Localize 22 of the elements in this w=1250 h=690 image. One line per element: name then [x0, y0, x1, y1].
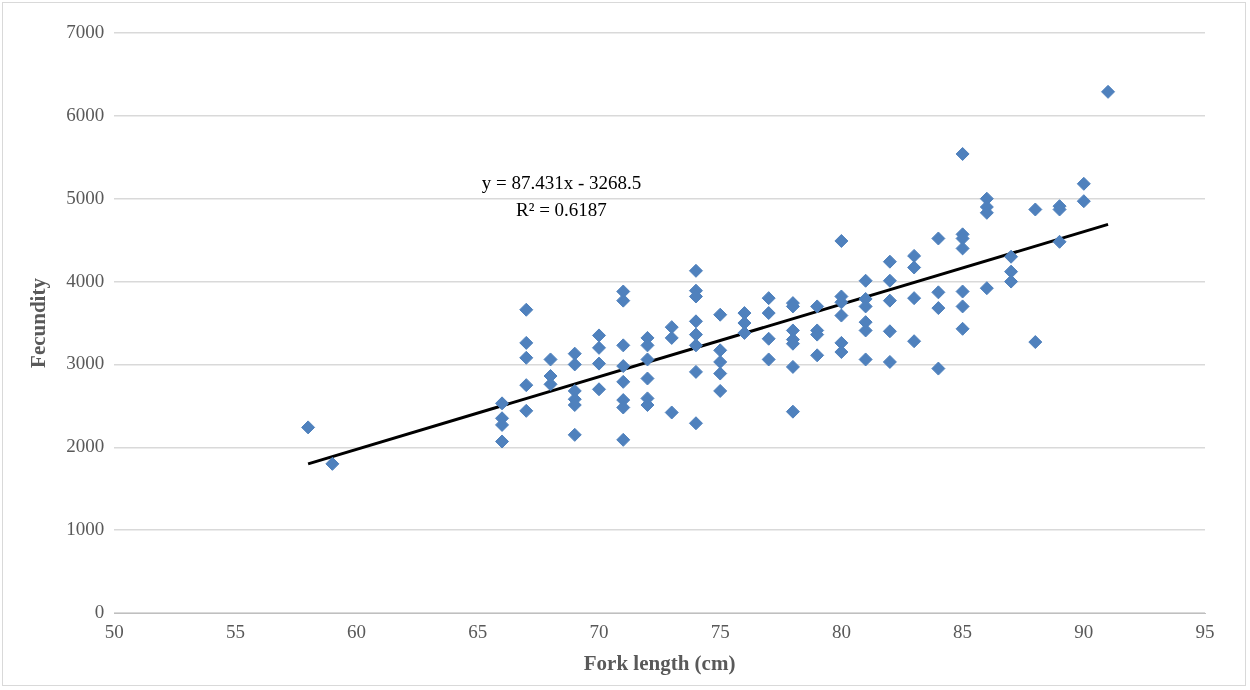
y-tick-label: 0 [94, 600, 105, 622]
x-tick-label: 55 [225, 621, 245, 643]
annotation: R² = 0.6187 [516, 199, 607, 221]
y-tick-label: 5000 [66, 186, 105, 208]
y-tick-label: 2000 [66, 435, 105, 457]
x-tick-label: 60 [347, 621, 367, 643]
y-tick-label: 4000 [66, 269, 105, 291]
y-axis-title: Fecundity [26, 277, 51, 368]
x-tick-label: 70 [589, 621, 609, 643]
y-tick-label: 6000 [66, 103, 105, 125]
x-axis-title: Fork length (cm) [583, 650, 736, 675]
x-tick-label: 75 [710, 621, 730, 643]
y-tick-label: 7000 [66, 20, 105, 42]
x-tick-label: 95 [1195, 621, 1215, 643]
x-tick-label: 80 [831, 621, 851, 643]
x-tick-label: 50 [104, 621, 124, 643]
annotation: y = 87.431x - 3268.5 [481, 172, 642, 194]
x-tick-label: 90 [1074, 621, 1094, 643]
x-tick-label: 85 [953, 621, 973, 643]
x-tick-label: 65 [468, 621, 488, 643]
y-tick-label: 3000 [66, 352, 105, 374]
y-tick-label: 1000 [66, 518, 105, 540]
